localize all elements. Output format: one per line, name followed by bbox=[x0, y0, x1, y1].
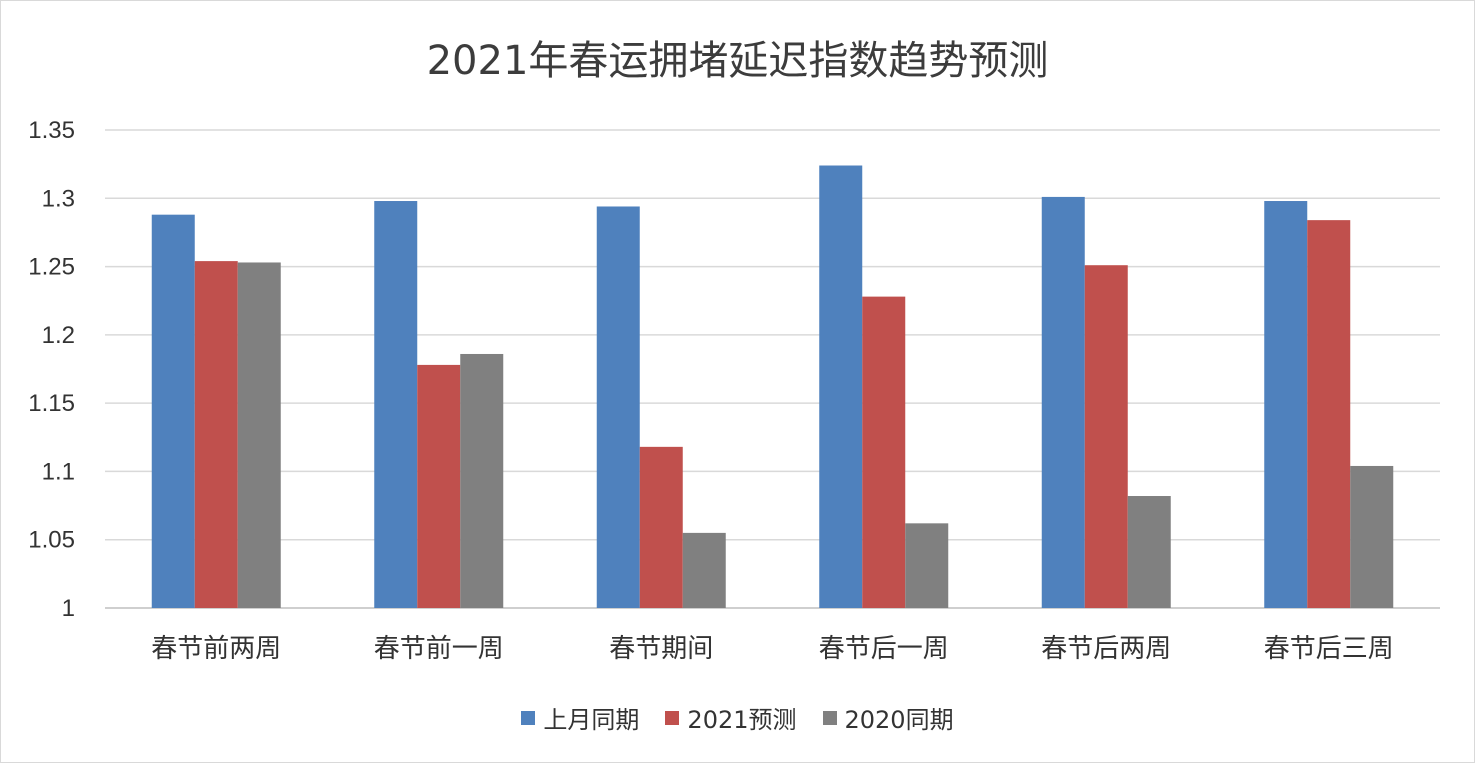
bar bbox=[639, 446, 683, 608]
chart-title: 2021年春运拥堵延迟指数趋势预测 bbox=[426, 38, 1049, 84]
legend-swatch-2 bbox=[822, 710, 837, 725]
y-tick-label: 1.35 bbox=[28, 117, 75, 144]
bar bbox=[1084, 265, 1128, 608]
bar bbox=[596, 206, 640, 609]
y-tick-label: 1.15 bbox=[28, 390, 75, 417]
x-tick-label: 春节后三周 bbox=[1264, 634, 1394, 664]
y-tick-label: 1.1 bbox=[42, 458, 75, 485]
legend: 上月同期 2021预测 2020同期 bbox=[0, 700, 1475, 735]
bar bbox=[682, 532, 726, 608]
x-tick-label: 春节前一周 bbox=[374, 634, 504, 664]
bar bbox=[417, 364, 461, 608]
x-tick-label: 春节后一周 bbox=[819, 634, 949, 664]
bar bbox=[194, 261, 238, 608]
bar bbox=[1307, 220, 1351, 608]
legend-swatch-1 bbox=[665, 710, 680, 725]
bar bbox=[1264, 201, 1308, 608]
bar bbox=[1127, 496, 1171, 608]
legend-swatch-0 bbox=[521, 710, 536, 725]
y-tick-label: 1.05 bbox=[28, 527, 75, 554]
legend-label-2: 2020同期 bbox=[844, 706, 954, 734]
legend-item-0: 上月同期 bbox=[521, 700, 639, 735]
y-tick-label: 1.3 bbox=[42, 185, 75, 212]
y-tick-label: 1 bbox=[62, 595, 75, 622]
bar bbox=[237, 262, 281, 608]
bar bbox=[862, 296, 906, 608]
legend-item-2: 2020同期 bbox=[822, 700, 954, 735]
y-tick-label: 1.2 bbox=[42, 322, 75, 349]
bar bbox=[460, 353, 504, 608]
bar bbox=[819, 165, 863, 608]
x-tick-label: 春节前两周 bbox=[151, 634, 281, 664]
x-tick-label: 春节后两周 bbox=[1041, 634, 1171, 664]
bar bbox=[1350, 465, 1394, 608]
bar bbox=[905, 523, 949, 608]
y-tick-label: 1.25 bbox=[28, 254, 75, 281]
bar bbox=[374, 201, 418, 608]
legend-item-1: 2021预测 bbox=[665, 700, 797, 735]
x-tick-label: 春节期间 bbox=[609, 634, 713, 664]
bar bbox=[1041, 196, 1085, 609]
legend-label-1: 2021预测 bbox=[687, 706, 797, 734]
legend-label-0: 上月同期 bbox=[543, 706, 640, 734]
bar bbox=[151, 214, 195, 608]
